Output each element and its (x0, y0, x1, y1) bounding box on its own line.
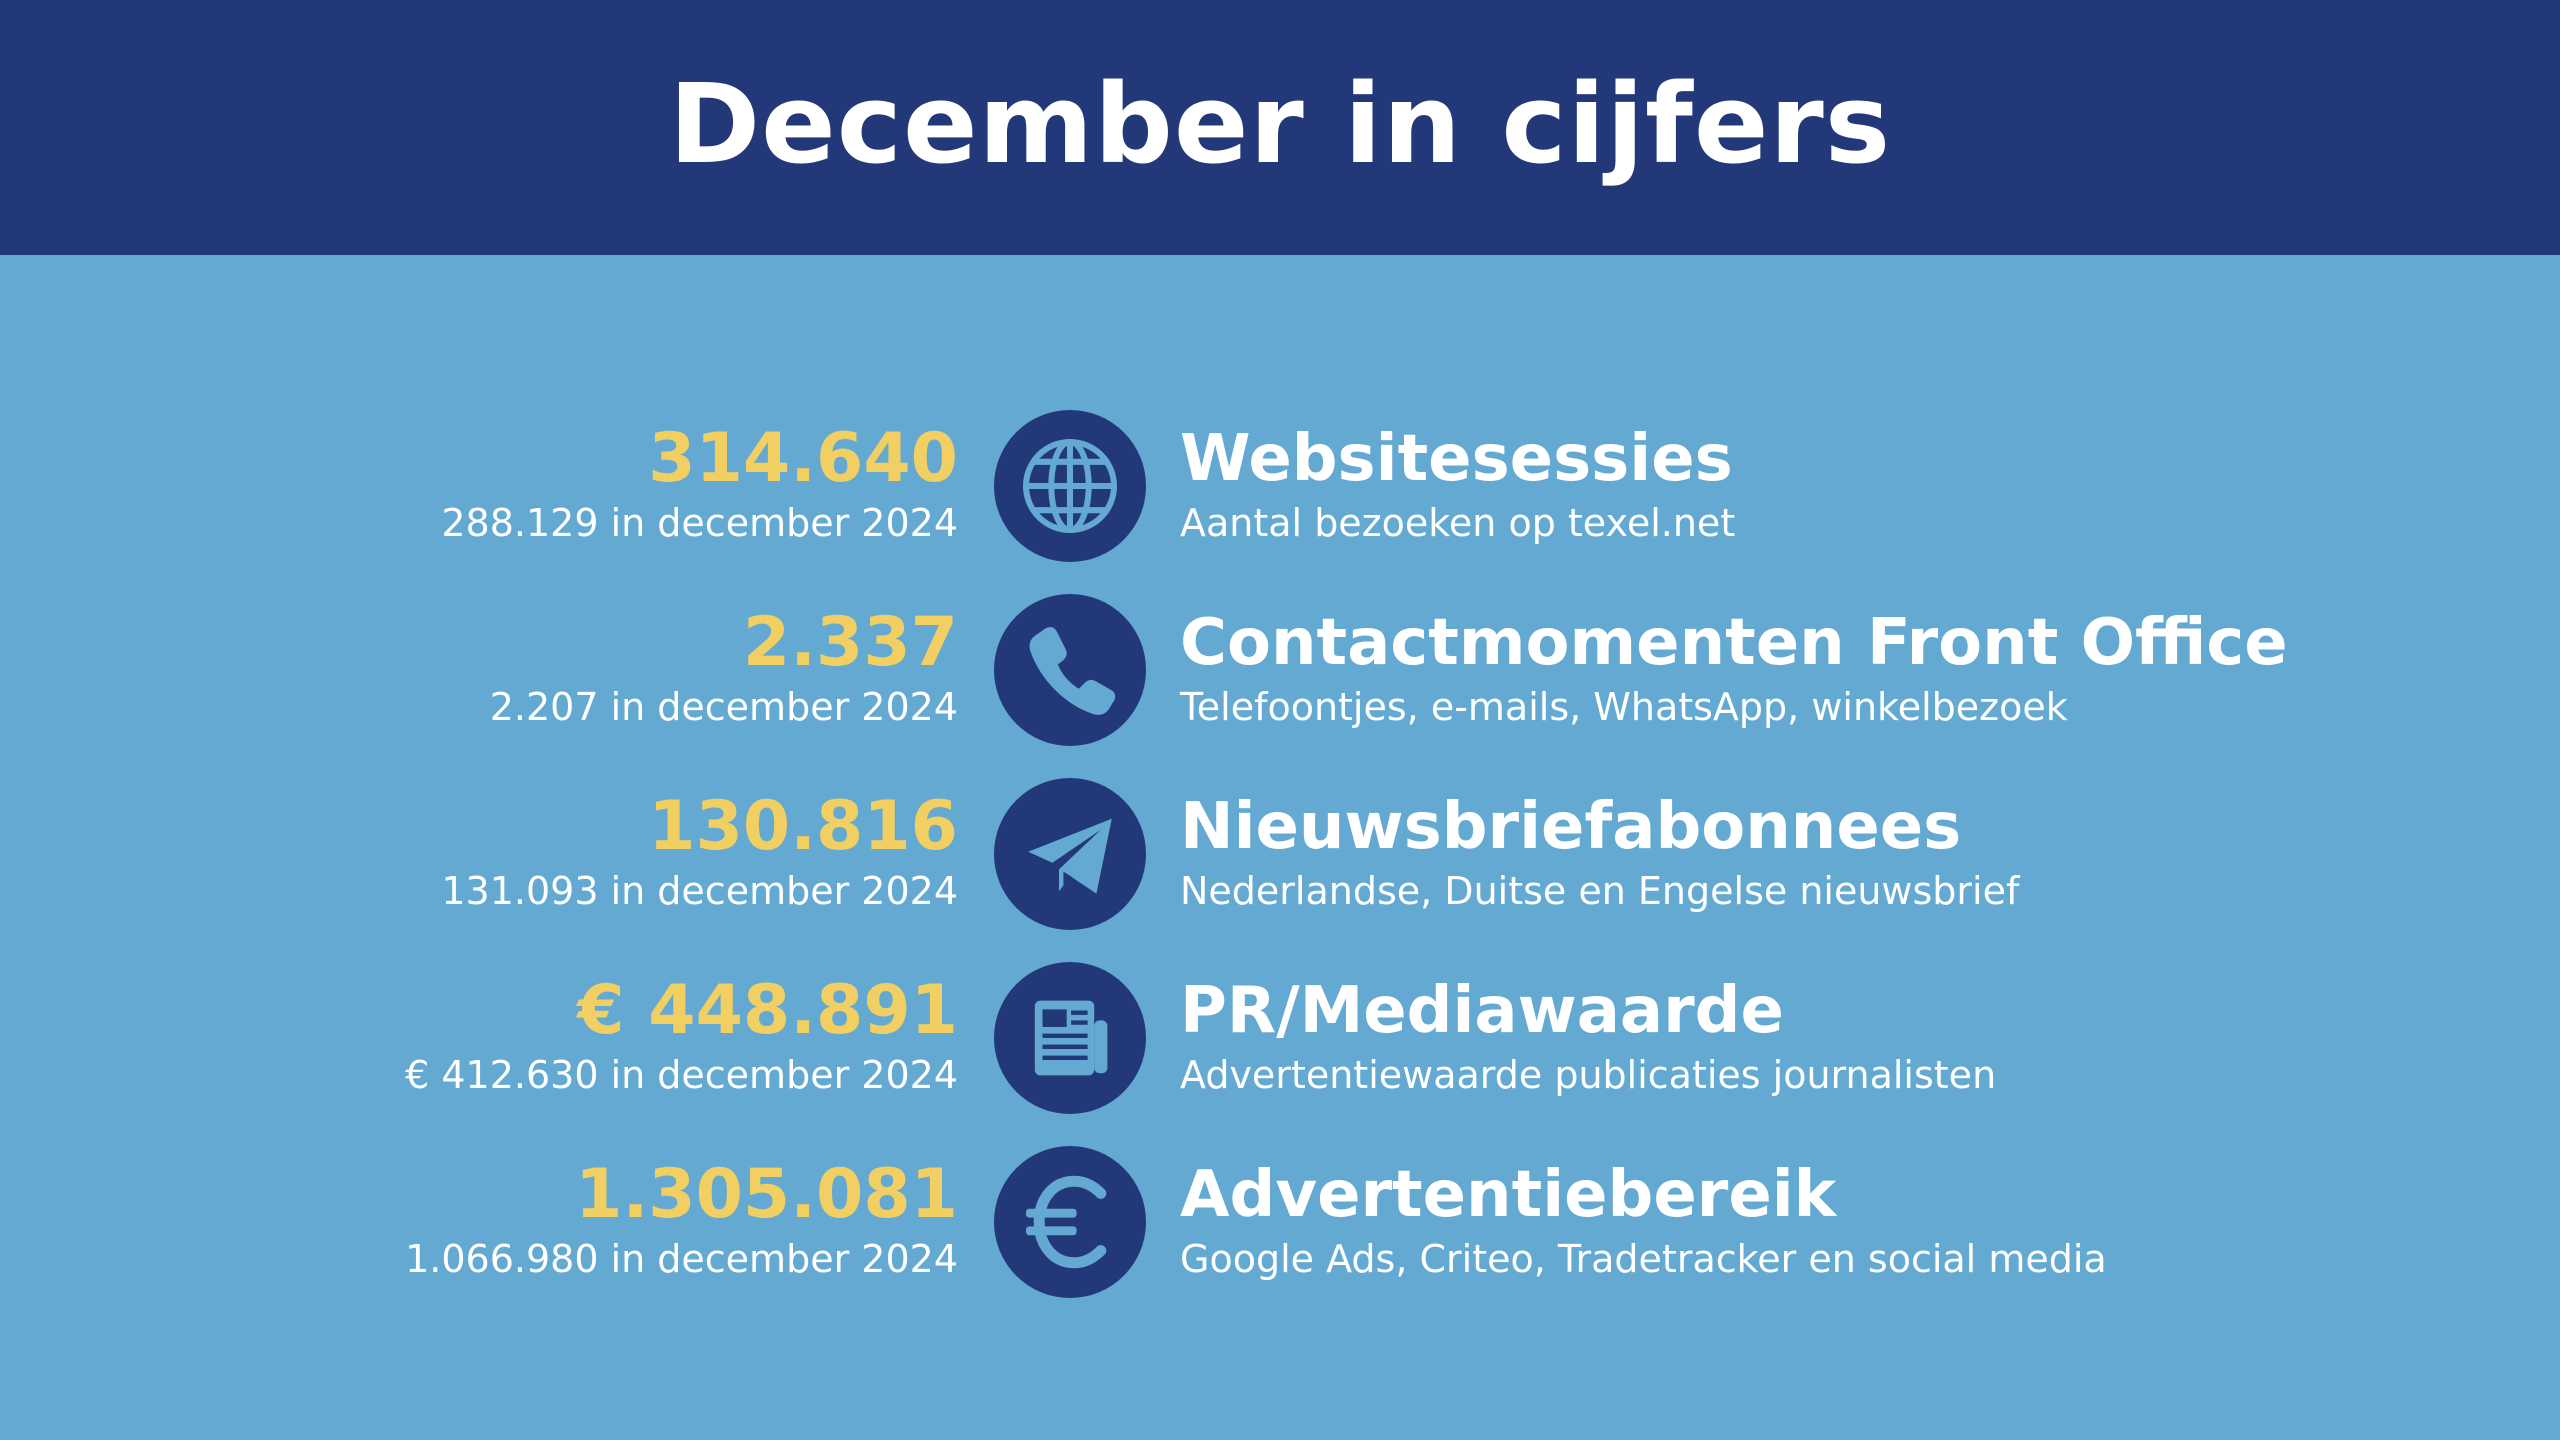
stat-description: Nederlandse, Duitse en Engelse nieuwsbri… (1180, 869, 2020, 913)
euro-icon (994, 1146, 1146, 1298)
stat-row-pr-mediawaarde: € 448.891 € 412.630 in december 2024 PR/… (0, 952, 2560, 1136)
stat-figures: 314.640 288.129 in december 2024 (300, 420, 958, 548)
header-banner: December in cijfers (0, 0, 2560, 255)
stat-row-contactmomenten: 2.337 2.207 in december 2024 Contactmome… (0, 584, 2560, 768)
stat-label: Advertentiebereik (1180, 1158, 1837, 1232)
newspaper-icon (994, 962, 1146, 1114)
stat-text: Websitesessies Aantal bezoeken op texel.… (1180, 420, 2480, 548)
stat-value: 2.337 (742, 603, 958, 682)
stat-figures: 130.816 131.093 in december 2024 (300, 788, 958, 916)
stat-value: 130.816 (648, 787, 958, 866)
globe-icon (994, 410, 1146, 562)
stat-text: PR/Mediawaarde Advertentiewaarde publica… (1180, 972, 2480, 1100)
stat-description: Aantal bezoeken op texel.net (1180, 501, 1736, 545)
stat-label: Websitesessies (1180, 422, 1733, 496)
stat-comparison: 131.093 in december 2024 (441, 869, 958, 913)
stat-text: Nieuwsbriefabonnees Nederlandse, Duitse … (1180, 788, 2480, 916)
stat-value: 1.305.081 (575, 1155, 958, 1234)
stat-comparison: 288.129 in december 2024 (441, 501, 958, 545)
stat-value: € 448.891 (577, 971, 958, 1050)
stat-label: PR/Mediawaarde (1180, 974, 1784, 1048)
page-title: December in cijfers (668, 59, 1892, 188)
stats-list: 314.640 288.129 in december 2024 Website… (0, 400, 2560, 1320)
stat-figures: € 448.891 € 412.630 in december 2024 (300, 972, 958, 1100)
stat-value: 314.640 (648, 419, 958, 498)
stat-row-websitesessies: 314.640 288.129 in december 2024 Website… (0, 400, 2560, 584)
stat-text: Contactmomenten Front Office Telefoontje… (1180, 604, 2480, 732)
stat-row-advertentiebereik: 1.305.081 1.066.980 in december 2024 Adv… (0, 1136, 2560, 1320)
stat-comparison: 2.207 in december 2024 (489, 685, 958, 729)
paper-plane-icon (994, 778, 1146, 930)
stat-comparison: € 412.630 in december 2024 (405, 1053, 958, 1097)
stat-figures: 1.305.081 1.066.980 in december 2024 (300, 1156, 958, 1284)
phone-icon (994, 594, 1146, 746)
stat-text: Advertentiebereik Google Ads, Criteo, Tr… (1180, 1156, 2480, 1284)
stat-comparison: 1.066.980 in december 2024 (405, 1237, 958, 1281)
stat-row-nieuwsbrief: 130.816 131.093 in december 2024 Nieuwsb… (0, 768, 2560, 952)
stat-figures: 2.337 2.207 in december 2024 (300, 604, 958, 732)
stat-description: Advertentiewaarde publicaties journalist… (1180, 1053, 1997, 1097)
stat-label: Nieuwsbriefabonnees (1180, 790, 1962, 864)
stat-description: Google Ads, Criteo, Tradetracker en soci… (1180, 1237, 2107, 1281)
stat-description: Telefoontjes, e-mails, WhatsApp, winkelb… (1180, 685, 2068, 729)
stat-label: Contactmomenten Front Office (1180, 606, 2288, 680)
